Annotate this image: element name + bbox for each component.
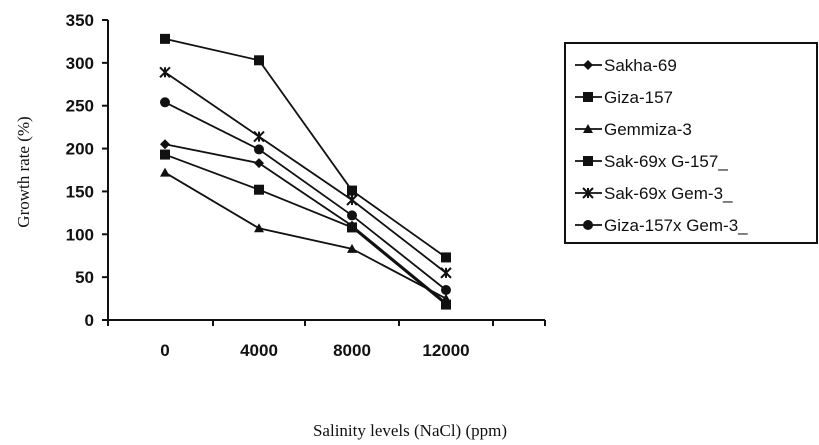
data-point-marker [440,267,452,279]
y-tick-label: 200 [66,140,94,159]
legend-box [564,42,818,244]
y-tick-label: 350 [66,11,94,30]
legend-label: Sak-69x G-157_ [604,152,728,171]
data-point-marker [583,220,593,230]
series-line [164,37,447,259]
legend-item: Sak-69x G-157_ [575,152,728,171]
x-tick-label: 8000 [333,341,371,360]
series-2 [160,167,451,303]
data-point-marker [160,149,170,160]
y-tick-label: 250 [66,97,94,116]
x-tick-label: 0 [160,341,169,360]
data-point-marker [347,210,357,221]
data-point-marker [160,167,170,177]
legend-label: Giza-157 [604,88,673,107]
x-ticks: 0 4000 8000 12000 [107,320,546,360]
legend: Sakha-69 Giza-157 Gemmiza-3 Sak-69x G-157_ S… [564,42,818,244]
y-tick-label: 0 [85,311,94,330]
data-point-marker [583,92,593,102]
x-tick-label: 12000 [422,341,469,360]
data-point-marker [253,130,265,143]
data-point-marker [441,293,451,303]
data-point-marker [254,223,264,233]
legend-item: Gemmiza-3 [575,120,692,139]
legend-label: Sakha-69 [604,56,677,75]
data-point-marker [441,285,451,295]
data-point-marker [346,194,358,206]
x-tick-label: 4000 [240,341,278,360]
x-axis-title: Salinity levels (NaCl) (ppm) [313,421,507,440]
data-point-marker [254,158,264,169]
series-5 [160,97,451,295]
legend-item: Giza-157x Gem-3_ [575,216,748,235]
legend-label: Sak-69x Gem-3_ [604,184,733,203]
data-point-marker [441,299,451,310]
data-point-marker [160,33,170,44]
series-line [164,171,447,300]
data-point-marker [582,187,594,199]
legend-item: Sakha-69 [575,56,677,75]
series-line [164,143,447,304]
data-point-marker [347,243,357,253]
data-point-marker [583,124,593,133]
data-point-marker [160,139,170,150]
series-line [164,153,447,306]
legend-label: Giza-157x Gem-3_ [604,216,748,235]
axes [107,20,545,321]
series-layer [159,33,452,310]
data-point-marker [254,184,264,195]
series-4 [159,66,452,279]
data-point-marker [583,156,593,166]
data-point-marker [347,185,357,196]
y-tick-label: 100 [66,225,94,244]
legend-label: Gemmiza-3 [604,120,692,139]
data-point-marker [160,97,170,108]
y-axis-title: Growth rate (%) [14,116,33,227]
series-1 [160,149,451,310]
data-point-marker [441,252,451,263]
series-0 [160,139,451,308]
data-point-marker [583,60,593,70]
data-point-marker [254,144,264,155]
series-line [164,101,447,291]
y-tick-label: 300 [66,54,94,73]
series-line [164,71,447,274]
y-tick-label: 150 [66,182,94,201]
legend-item: Sak-69x Gem-3_ [575,184,733,203]
data-point-marker [254,55,264,66]
legend-item: Giza-157 [575,88,673,107]
y-tick-label: 50 [75,268,94,287]
series-3 [160,33,451,263]
y-ticks: 0 50 100 150 200 250 300 350 [66,11,108,330]
data-point-marker [159,66,171,78]
data-point-marker [347,222,357,233]
